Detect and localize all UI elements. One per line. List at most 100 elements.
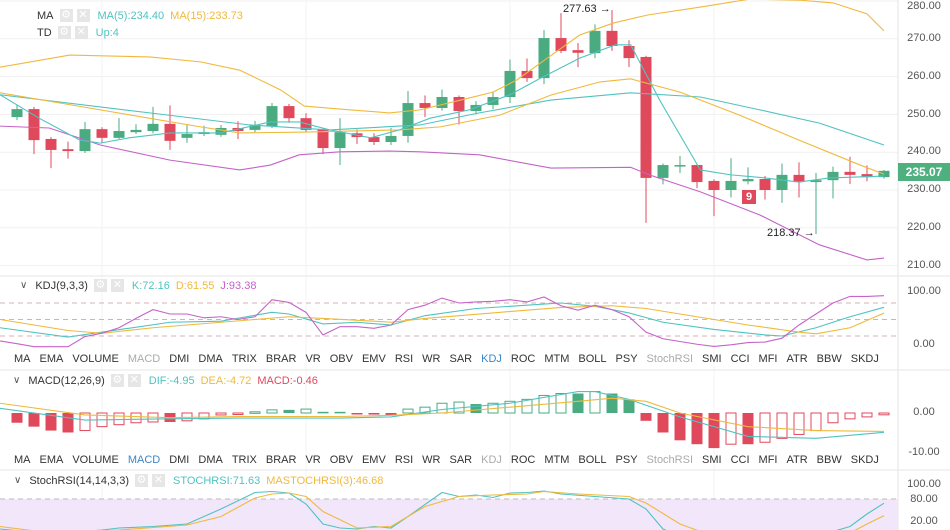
candle-body bbox=[674, 165, 686, 167]
macd-histogram-bar bbox=[776, 412, 788, 439]
td-count-badge: 9 bbox=[742, 190, 756, 204]
macd-dif-value: DIF:-4.95 bbox=[148, 374, 195, 387]
indicator-tab-wr[interactable]: WR bbox=[422, 454, 441, 466]
indicator-tab-psy[interactable]: PSY bbox=[615, 353, 638, 365]
candle-body bbox=[368, 137, 380, 142]
indicator-tab-mtm[interactable]: MTM bbox=[544, 353, 570, 365]
indicator-tab-rsi[interactable]: RSI bbox=[394, 353, 414, 365]
candle-body bbox=[759, 179, 771, 190]
indicator-tab-cci[interactable]: CCI bbox=[730, 454, 750, 466]
indicator-tab-bbw[interactable]: BBW bbox=[816, 353, 842, 365]
indicator-tab-dma[interactable]: DMA bbox=[198, 454, 223, 466]
gear-icon[interactable]: ⚙ bbox=[93, 279, 107, 292]
macd-legend: ∨ MACD(12,26,9) ⚙ ✕ DIF:-4.95 DEA:-4.72 … bbox=[13, 374, 320, 387]
indicator-tab-rsi[interactable]: RSI bbox=[394, 454, 414, 466]
indicator-tab-roc[interactable]: ROC bbox=[510, 353, 536, 365]
indicator-tab-kdj[interactable]: KDJ bbox=[481, 353, 502, 365]
indicator-tab-atr[interactable]: ATR bbox=[786, 454, 808, 466]
candle-body bbox=[555, 38, 567, 51]
indicator-tab-obv[interactable]: OBV bbox=[329, 454, 353, 466]
indicator-tab-trix[interactable]: TRIX bbox=[231, 454, 257, 466]
macd-axis-label: -10.00 bbox=[908, 446, 940, 458]
indicator-tabs-row-1: MA EMA VOLUME MACD DMI DMA TRIX BRAR VR OBV EMV RSI… bbox=[14, 353, 879, 366]
candle-body bbox=[776, 174, 788, 190]
low-price-annotation: 218.37 → bbox=[767, 227, 815, 239]
macd-histogram-bar bbox=[572, 393, 584, 413]
indicator-tab-brar[interactable]: BRAR bbox=[265, 353, 297, 365]
indicator-tab-cci[interactable]: CCI bbox=[730, 353, 750, 365]
indicator-tab-dmi[interactable]: DMI bbox=[169, 454, 190, 466]
indicator-tab-brar[interactable]: BRAR bbox=[265, 454, 297, 466]
candle-body bbox=[436, 97, 448, 108]
macd-histogram-bar bbox=[640, 413, 652, 421]
gear-icon[interactable]: ⚙ bbox=[59, 9, 73, 22]
indicator-tab-mfi[interactable]: MFI bbox=[758, 353, 778, 365]
indicator-tab-wr[interactable]: WR bbox=[422, 353, 441, 365]
indicator-tab-skdj[interactable]: SKDJ bbox=[850, 454, 879, 466]
gear-icon[interactable]: ⚙ bbox=[110, 374, 124, 387]
macd-histogram-bar bbox=[232, 412, 244, 415]
price-axis-label: 220.00 bbox=[907, 221, 941, 233]
close-icon[interactable]: ✕ bbox=[74, 26, 88, 39]
chevron-down-icon[interactable]: ∨ bbox=[13, 375, 21, 386]
indicator-tab-kdj[interactable]: KDJ bbox=[481, 454, 502, 466]
indicator-tab-ma[interactable]: MA bbox=[14, 454, 31, 466]
indicator-tab-ma[interactable]: MA bbox=[14, 353, 31, 365]
macd-hist-value: MACD:-0.46 bbox=[257, 374, 318, 387]
indicator-tab-ema[interactable]: EMA bbox=[39, 454, 64, 466]
indicator-tab-volume[interactable]: VOLUME bbox=[72, 454, 119, 466]
macd-histogram-bar bbox=[725, 412, 737, 445]
indicator-tab-emv[interactable]: EMV bbox=[361, 353, 386, 365]
indicator-tab-smi[interactable]: SMI bbox=[702, 454, 722, 466]
indicator-tab-volume[interactable]: VOLUME bbox=[72, 353, 119, 365]
indicator-tab-smi[interactable]: SMI bbox=[702, 353, 722, 365]
indicator-tab-roc[interactable]: ROC bbox=[510, 454, 536, 466]
candle-body bbox=[215, 128, 227, 135]
price-axis-label: 230.00 bbox=[907, 183, 941, 195]
indicator-tabs-row-2: MA EMA VOLUME MACD DMI DMA TRIX BRAR VR OBV EMV RSI… bbox=[14, 454, 879, 467]
indicator-tab-atr[interactable]: ATR bbox=[786, 353, 808, 365]
candle-body bbox=[45, 138, 57, 150]
chevron-down-icon[interactable]: ∨ bbox=[14, 475, 22, 486]
indicator-tab-obv[interactable]: OBV bbox=[329, 353, 353, 365]
indicator-tab-psy[interactable]: PSY bbox=[615, 454, 638, 466]
indicator-tab-emv[interactable]: EMV bbox=[361, 454, 386, 466]
indicator-tab-boll[interactable]: BOLL bbox=[578, 454, 607, 466]
candle-body bbox=[810, 180, 822, 183]
kdj-axis-label: 100.00 bbox=[907, 285, 941, 297]
indicator-tab-mfi[interactable]: MFI bbox=[758, 454, 778, 466]
macd-histogram-bar bbox=[606, 393, 618, 413]
chevron-down-icon[interactable]: ∨ bbox=[20, 280, 28, 291]
candle-body bbox=[521, 70, 533, 79]
indicator-tab-dma[interactable]: DMA bbox=[198, 353, 223, 365]
indicator-tab-macd[interactable]: MACD bbox=[127, 454, 161, 466]
close-icon[interactable]: ✕ bbox=[152, 474, 165, 487]
indicator-tab-bbw[interactable]: BBW bbox=[816, 454, 842, 466]
close-icon[interactable]: ✕ bbox=[76, 9, 90, 22]
indicator-tab-trix[interactable]: TRIX bbox=[231, 353, 257, 365]
indicator-tab-sar[interactable]: SAR bbox=[449, 454, 473, 466]
indicator-tab-boll[interactable]: BOLL bbox=[578, 353, 607, 365]
indicator-tab-stochrsi[interactable]: StochRSI bbox=[646, 353, 694, 365]
indicator-tab-dmi[interactable]: DMI bbox=[169, 353, 190, 365]
stochrsi-legend: ∨ StochRSI(14,14,3,3) ⚙ ✕ STOCHRSI:71.63… bbox=[14, 474, 385, 487]
indicator-tab-ema[interactable]: EMA bbox=[39, 353, 64, 365]
indicator-tab-vr[interactable]: VR bbox=[305, 353, 321, 365]
gear-icon[interactable]: ⚙ bbox=[57, 26, 71, 39]
macd-histogram-bar bbox=[691, 413, 703, 445]
indicator-tab-skdj[interactable]: SKDJ bbox=[850, 353, 879, 365]
indicator-tab-stochrsi[interactable]: StochRSI bbox=[646, 454, 694, 466]
macd-histogram-bar bbox=[266, 409, 278, 414]
indicator-tab-vr[interactable]: VR bbox=[305, 454, 321, 466]
indicator-tab-mtm[interactable]: MTM bbox=[544, 454, 570, 466]
macd-histogram-bar bbox=[419, 406, 431, 414]
close-icon[interactable]: ✕ bbox=[127, 374, 141, 387]
close-icon[interactable]: ✕ bbox=[110, 279, 124, 292]
chart-marks bbox=[0, 0, 890, 530]
candle-body bbox=[62, 149, 74, 152]
gear-icon[interactable]: ⚙ bbox=[135, 474, 148, 487]
macd-axis-label: 0.00 bbox=[913, 406, 935, 418]
indicator-tab-sar[interactable]: SAR bbox=[449, 353, 473, 365]
indicator-tab-macd[interactable]: MACD bbox=[127, 353, 161, 365]
